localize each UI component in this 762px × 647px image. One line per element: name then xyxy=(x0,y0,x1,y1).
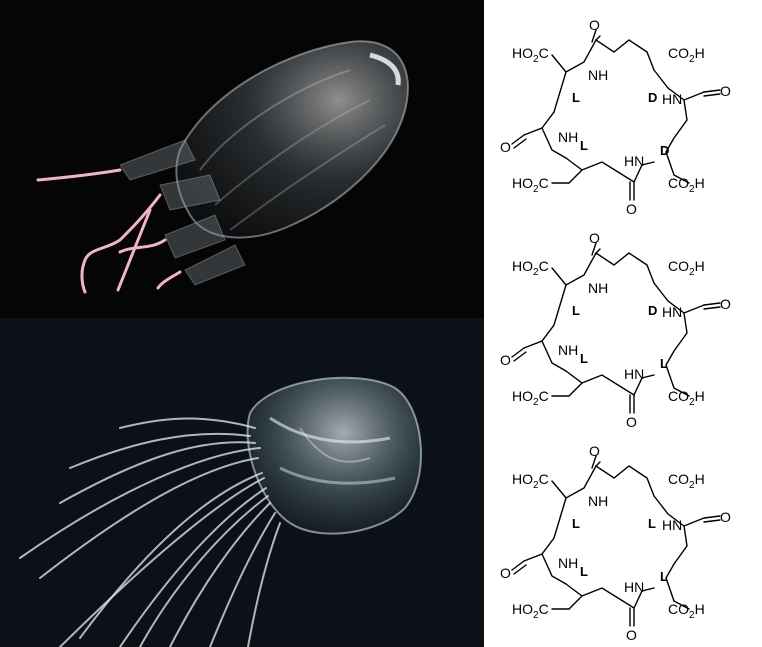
oxygen-label: O xyxy=(720,509,731,525)
amide-label: NH xyxy=(558,342,578,358)
amide-label: NH xyxy=(588,280,608,296)
pink-tentacles xyxy=(36,168,182,294)
carboxyl-group: CO2H xyxy=(668,388,705,408)
acid-group: HO2C xyxy=(512,258,549,278)
oxygen-label: O xyxy=(500,139,511,155)
amide-label: NH xyxy=(558,129,578,145)
stereo-label-2: L xyxy=(648,516,656,531)
carboxyl-group: CO2H xyxy=(668,258,705,278)
amide-label: HN xyxy=(662,304,682,320)
amide-label: NH xyxy=(558,555,578,571)
stereo-label-1: L xyxy=(572,90,580,105)
oxygen-label: O xyxy=(720,296,731,312)
oxygen-label: O xyxy=(626,627,637,643)
chemical-structures: HO2C O CO2H NH HN O O NH HN HO2C CO2H O … xyxy=(484,0,762,647)
stereo-label-3: L xyxy=(580,138,588,153)
stereo-label-1: L xyxy=(572,303,580,318)
jellyfish-bell xyxy=(175,40,409,239)
stereo-label-4: L xyxy=(660,356,668,371)
cyclic-peptide-structure: HO2C O CO2H NH HN O O NH HN HO2C CO2H O … xyxy=(500,230,731,430)
acid-group: HO2C xyxy=(512,175,549,195)
pedalia xyxy=(119,139,246,286)
oxygen-label: O xyxy=(626,201,637,217)
stereo-label-3: L xyxy=(580,564,588,579)
acid-group: HO2C xyxy=(512,45,549,65)
carboxyl-group: CO2H xyxy=(668,45,705,65)
stereo-label-4: D xyxy=(660,143,669,158)
amide-label: HN xyxy=(624,366,644,382)
oxygen-label: O xyxy=(626,414,637,430)
oxygen-label: O xyxy=(500,565,511,581)
stereo-label-2: D xyxy=(648,303,657,318)
stereo-label-2: D xyxy=(648,90,657,105)
carboxyl-group: CO2H xyxy=(668,471,705,491)
jellyfish-photo-bottom xyxy=(0,318,484,647)
amide-label: HN xyxy=(624,153,644,169)
stereo-label-3: L xyxy=(580,351,588,366)
carboxyl-group: CO2H xyxy=(668,601,705,621)
stereo-label-4: L xyxy=(660,569,668,584)
acid-group: HO2C xyxy=(512,601,549,621)
oxygen-label: O xyxy=(589,230,600,246)
cyclic-peptide-structure: HO2C O CO2H NH HN O O NH HN HO2C CO2H O … xyxy=(500,17,731,217)
acid-group: HO2C xyxy=(512,471,549,491)
amide-label: NH xyxy=(588,67,608,83)
long-tentacles xyxy=(19,417,281,647)
oxygen-label: O xyxy=(500,352,511,368)
oxygen-label: O xyxy=(720,83,731,99)
acid-group: HO2C xyxy=(512,388,549,408)
oxygen-label: O xyxy=(589,443,600,459)
jellyfish-bell xyxy=(246,376,422,535)
amide-label: HN xyxy=(662,517,682,533)
cyclic-peptide-structure: HO2C O CO2H NH HN O O NH HN HO2C CO2H O … xyxy=(500,443,731,643)
structures-canvas: HO2C O CO2H NH HN O O NH HN HO2C CO2H O … xyxy=(500,17,731,643)
amide-label: HN xyxy=(624,579,644,595)
amide-label: NH xyxy=(588,493,608,509)
amide-label: HN xyxy=(662,91,682,107)
oxygen-label: O xyxy=(589,17,600,33)
stereo-label-1: L xyxy=(572,516,580,531)
carboxyl-group: CO2H xyxy=(668,175,705,195)
jellyfish-photo-top xyxy=(0,0,484,318)
